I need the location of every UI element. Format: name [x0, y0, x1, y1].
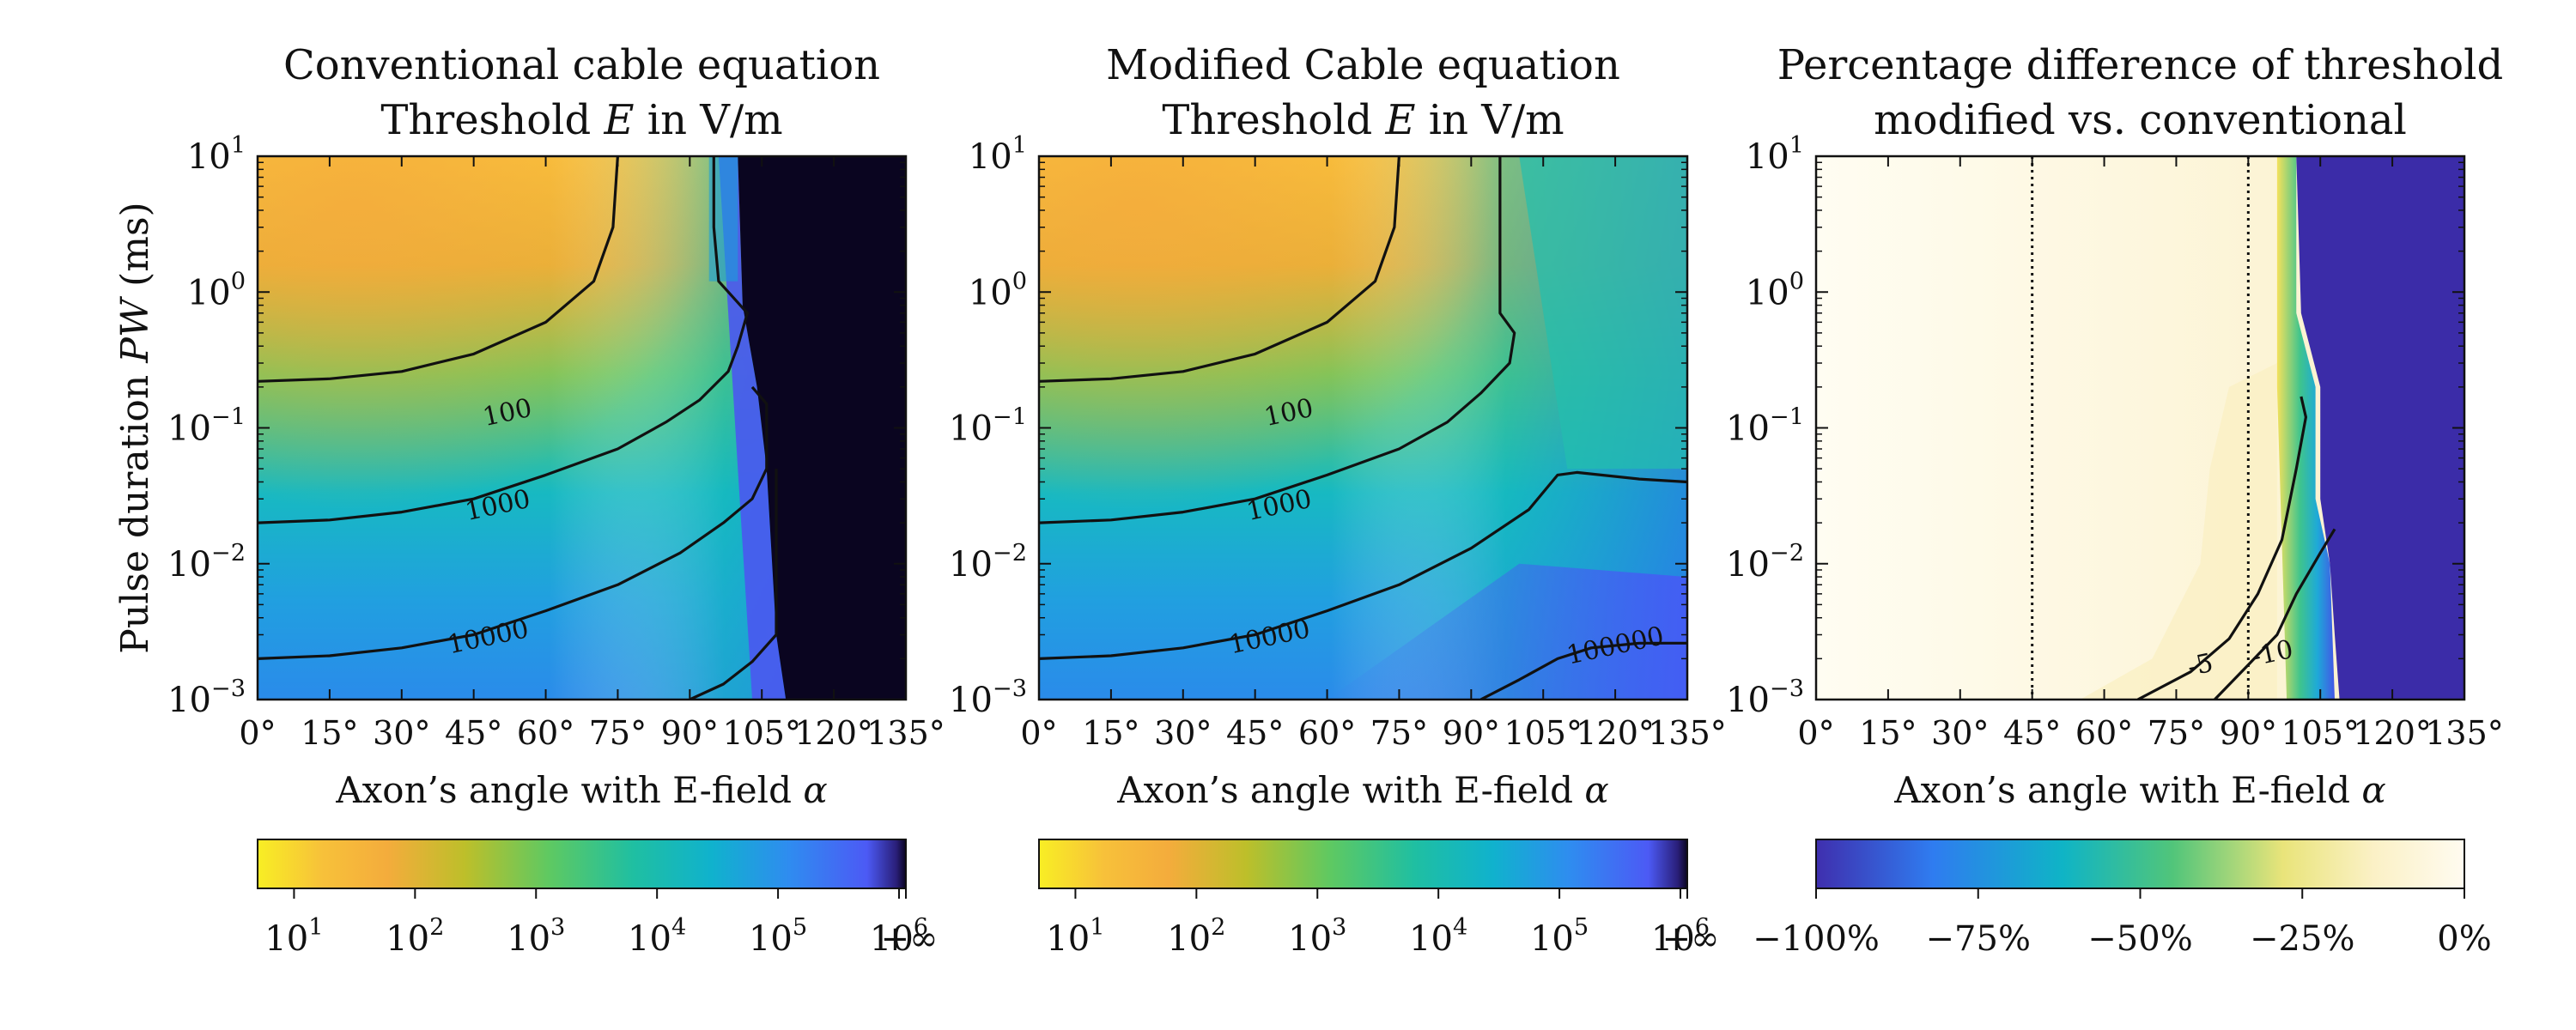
- contour-line-3: [689, 469, 778, 700]
- colorbar-infinity-label: +∞: [1662, 919, 1720, 959]
- y-tick-label: 100: [969, 268, 1027, 312]
- y-axis-label: Pulse duration PW (ms): [113, 202, 157, 653]
- colorbar-1: [257, 839, 907, 889]
- y-tick-label: 10−2: [1726, 540, 1804, 585]
- x-tick-label: 135°: [866, 714, 945, 752]
- y-tick-label: 101: [1746, 132, 1804, 177]
- y-tick-label: 10−2: [949, 540, 1027, 585]
- contour-label--5: -5: [2185, 648, 2216, 682]
- x-tick-label: 30°: [1931, 714, 1989, 752]
- contour--5: [2136, 396, 2307, 700]
- x-axis-label: Axon’s angle with E-field α: [1893, 769, 2385, 811]
- colorbar-tick-label: 106: [870, 914, 928, 959]
- contour-1000: [258, 156, 749, 524]
- panel-title-line-2: Threshold E in V/m: [380, 96, 782, 144]
- panel-3: -5 -10 0° 15° 30° 45° 60° 75° 90° 105°120°135° 10−…: [1726, 41, 2504, 959]
- x-tick-label: 15°: [1859, 714, 1917, 752]
- x-tick-label: 75°: [2148, 714, 2205, 752]
- x-tick-label: 135°: [2425, 714, 2504, 752]
- x-tick-label: 90°: [1443, 714, 1500, 752]
- colorbar-tick-label: 103: [507, 914, 565, 959]
- x-tick-label: 120°: [1576, 714, 1655, 752]
- contour-10000: [258, 385, 769, 660]
- colorbar-tick-label: 101: [1046, 914, 1104, 959]
- x-tick-label: 15°: [1082, 714, 1139, 752]
- y-tick-label: 10−3: [167, 676, 246, 720]
- x-axis-label: Axon’s angle with E-field α: [335, 769, 827, 811]
- colorbar-tick-label: 102: [1167, 914, 1225, 959]
- x-tick-label: 0°: [239, 714, 276, 752]
- y-tick-label: 10−3: [1726, 676, 1804, 720]
- colorbar-3: [1815, 839, 2465, 889]
- colorbar-tick-label: −75%: [1926, 919, 2031, 959]
- x-tick-label: 105°: [1504, 714, 1583, 752]
- colorbar-infinity-label: +∞: [881, 919, 939, 959]
- colorbar-2: [1038, 839, 1688, 889]
- x-tick-label: 45°: [2003, 714, 2061, 752]
- y-tick-label: 10−1: [949, 404, 1027, 449]
- y-tick-label: 10−1: [1726, 404, 1804, 449]
- x-tick-label: 30°: [1154, 714, 1212, 752]
- colorbar-tick-label: 105: [749, 914, 807, 959]
- colorbar-tick-label: 103: [1288, 914, 1346, 959]
- x-tick-label: 90°: [2220, 714, 2277, 752]
- colorbar-tick-label: 0%: [2437, 919, 2491, 959]
- colorbar-tick-label: 104: [1409, 914, 1467, 959]
- x-tick-label: 105°: [722, 714, 801, 752]
- x-tick-label: 15°: [301, 714, 358, 752]
- contour-100: [1039, 156, 1400, 383]
- panel-title-line-2: Threshold E in V/m: [1162, 96, 1564, 144]
- y-tick-label: 101: [969, 132, 1027, 177]
- x-tick-label: 90°: [661, 714, 719, 752]
- x-tick-label: 120°: [2353, 714, 2432, 752]
- heatmap-3: -5 -10: [1816, 156, 2464, 700]
- colorbar-tick-label: −25%: [2250, 919, 2354, 959]
- x-tick-label: 30°: [373, 714, 430, 752]
- panel-title-line-1: Percentage difference of threshold: [1777, 41, 2503, 89]
- contour-100000: [1479, 641, 1687, 700]
- colorbar-tick-label: −50%: [2087, 919, 2192, 959]
- x-tick-label: 105°: [2281, 714, 2360, 752]
- y-tick-label: 100: [187, 268, 246, 312]
- x-tick-label: 135°: [1648, 714, 1727, 752]
- colorbar-tick-label: 105: [1530, 914, 1589, 959]
- x-tick-label: 0°: [1020, 714, 1057, 752]
- x-tick-label: 45°: [1226, 714, 1284, 752]
- x-tick-label: 60°: [517, 714, 574, 752]
- contour-10000: [1039, 470, 1687, 660]
- x-tick-label: 120°: [794, 714, 873, 752]
- x-tick-label: 45°: [445, 714, 502, 752]
- contour--10: [2214, 528, 2336, 700]
- y-tick-label: 10−2: [167, 540, 246, 585]
- contour-100: [258, 156, 619, 383]
- y-tick-label: 100: [1746, 268, 1804, 312]
- x-axis-label: Axon’s angle with E-field α: [1116, 769, 1608, 811]
- x-tick-label: 75°: [1370, 714, 1428, 752]
- panel-title-line-1: Modified Cable equation: [1106, 41, 1620, 89]
- y-tick-label: 10−1: [167, 404, 246, 449]
- y-tick-label: 101: [187, 132, 246, 177]
- colorbar-tick-label: −100%: [1753, 919, 1880, 959]
- contour-1000: [1039, 156, 1516, 524]
- y-tick-label: 10−3: [949, 676, 1027, 720]
- colorbar-tick-label: 101: [264, 914, 323, 959]
- x-tick-label: 0°: [1797, 714, 1834, 752]
- colorbar-tick-label: 102: [386, 914, 444, 959]
- panel-title-line-1: Conventional cable equation: [283, 41, 880, 89]
- x-tick-label: 75°: [589, 714, 647, 752]
- panel-title-line-2: modified vs. conventional: [1874, 96, 2407, 144]
- x-tick-label: 60°: [1298, 714, 1356, 752]
- x-tick-label: 60°: [2075, 714, 2133, 752]
- colorbar-tick-label: 106: [1651, 914, 1710, 959]
- colorbar-tick-label: 104: [628, 914, 686, 959]
